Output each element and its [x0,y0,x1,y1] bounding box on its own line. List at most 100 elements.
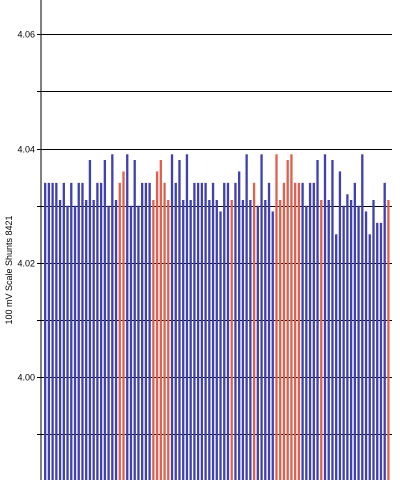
bar [335,234,338,480]
bar [323,154,327,480]
y-tick-label: 4.06 [17,30,35,40]
bar [305,205,308,480]
bar [51,182,54,480]
bar [271,211,274,480]
bar [155,171,159,480]
bar [349,200,353,480]
bar [372,200,375,480]
bar [215,200,218,480]
bar [103,160,107,480]
bar [223,182,226,480]
bar [293,182,297,480]
bar [353,182,356,480]
bar [129,205,133,480]
bar [196,182,200,480]
bar [387,200,390,480]
bar [342,205,345,480]
bar [368,234,371,480]
bar [211,182,215,480]
bar [58,200,62,480]
bar [275,154,278,480]
bar [126,154,129,480]
bar [193,182,196,480]
bar [55,182,58,480]
bar [148,182,151,480]
bar [238,171,241,480]
bar [73,205,77,480]
bar [107,205,110,480]
y-tick-label: 4.00 [17,373,35,383]
y-tick-label: 4.04 [17,145,35,155]
bar [163,182,166,480]
bar [66,205,69,480]
bar [241,200,245,480]
bar [282,182,286,480]
bar [133,160,136,480]
bar [301,182,304,480]
y-tick-label: 4.02 [17,259,35,269]
bar [77,182,80,480]
bar [286,160,289,480]
bar [230,200,233,480]
bar [226,182,230,480]
bar [99,182,103,480]
bar [96,182,99,480]
bar [331,160,334,480]
bar [264,200,267,480]
bar [208,200,211,480]
bar [185,154,189,480]
bar [170,154,174,480]
bar [47,182,51,480]
bar [189,200,192,480]
bar [85,200,88,480]
bar [379,222,383,480]
bar [122,171,125,480]
y-axis: 4.06 4.04 4.02 4.00 [17,0,42,480]
bar [44,182,47,480]
bar [62,182,65,480]
bar [252,182,256,480]
bar [174,182,177,480]
bar [383,182,386,480]
bar [245,154,248,480]
bar [297,182,301,480]
bar [137,205,140,480]
bar [376,222,379,480]
bar [111,154,114,480]
bar [81,182,84,480]
bar [200,182,204,480]
bar [70,182,73,480]
bar [152,200,155,480]
bars [44,154,390,480]
bar [364,211,368,480]
bar [141,182,144,480]
bar [308,182,312,480]
bar [182,200,185,480]
bar [114,200,118,480]
bar [267,182,271,480]
bar [88,160,92,480]
bar [290,154,293,480]
bar [178,160,181,480]
bar [320,200,323,480]
bar [327,200,330,480]
bar [361,154,364,480]
bar [256,205,259,480]
bar [159,160,162,480]
bar [92,200,95,480]
bar [234,182,237,480]
bar [118,182,121,480]
bar [219,211,222,480]
bar [357,205,360,480]
bar [346,194,349,480]
bar [260,154,263,480]
bar [167,200,170,480]
bar [338,171,342,480]
bar [312,182,315,480]
bar [144,182,148,480]
bar [249,200,252,480]
bar [204,182,207,480]
y-axis-title: 100 mV Scale Shunts 8421 [4,215,14,324]
bar [279,200,282,480]
